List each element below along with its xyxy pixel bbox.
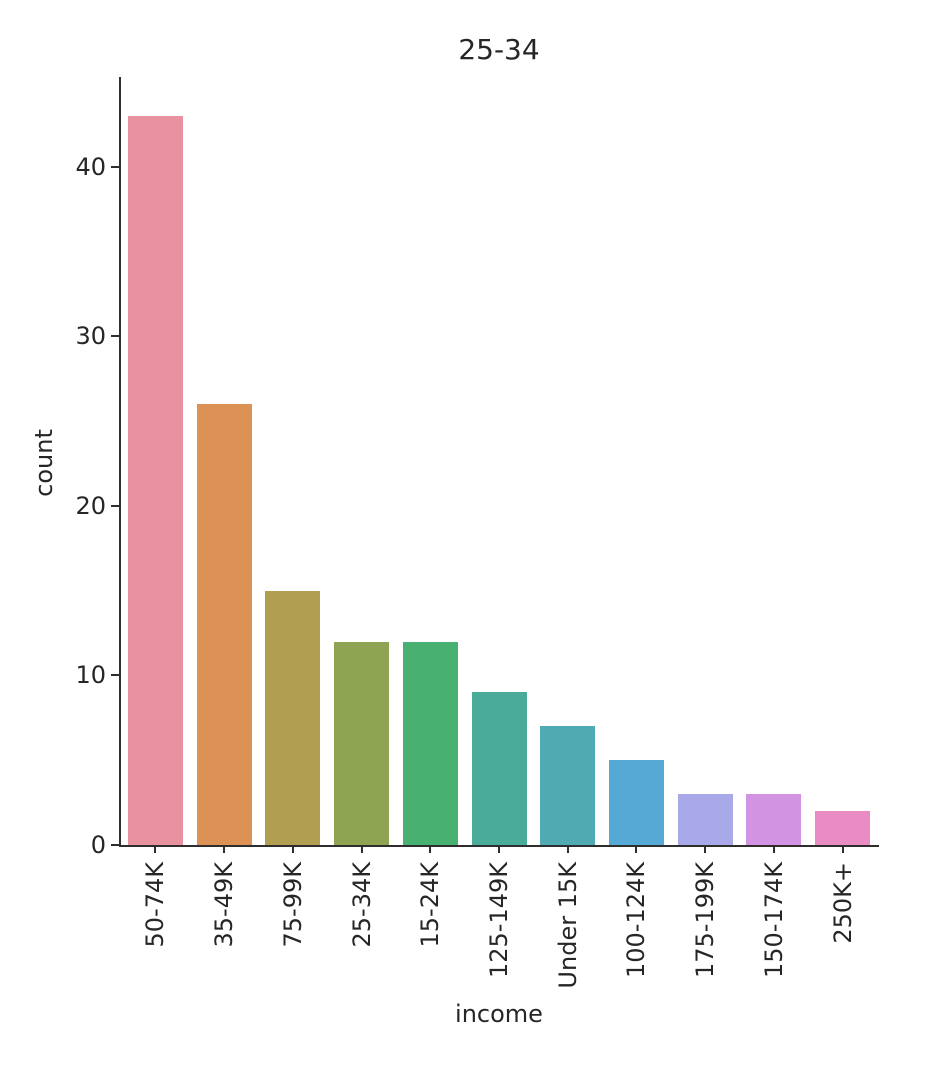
chart-title: 25-34 <box>458 33 540 66</box>
bar-under-15k <box>540 726 596 845</box>
y-axis-line <box>119 77 121 847</box>
bar-75-99k <box>265 590 321 845</box>
y-tick-40 <box>111 165 119 168</box>
bar-100-124k <box>608 760 664 845</box>
x-tick-label-250k: 250K+ <box>828 862 857 944</box>
x-axis-label: income <box>455 1000 543 1028</box>
bar-150-174k <box>746 794 802 845</box>
x-tick-150-174k <box>772 845 775 853</box>
x-tick-125-149k <box>498 845 500 853</box>
x-tick-label-15-24k: 15-24K <box>416 862 445 948</box>
bar-15-24k <box>402 641 458 845</box>
bar-25-34k <box>334 641 390 845</box>
x-tick-label-150-174k: 150-174K <box>759 862 788 979</box>
x-tick-75-99k <box>291 845 294 853</box>
x-tick-label-100-124k: 100-124K <box>622 862 651 979</box>
x-tick-250k <box>841 845 844 853</box>
x-tick-label-125-149k: 125-149K <box>485 862 513 979</box>
x-tick-label-25-34k: 25-34K <box>347 862 376 948</box>
y-tick-label-40: 40 <box>75 152 106 181</box>
y-axis-label: count <box>30 429 58 497</box>
x-tick-label-50-74k: 50-74K <box>141 862 170 948</box>
bar-250k <box>815 811 871 845</box>
x-tick-50-74k <box>154 845 157 853</box>
x-tick-label-under-15k: Under 15K <box>553 862 582 989</box>
y-tick-label-20: 20 <box>75 491 106 520</box>
x-tick-35-49k <box>223 845 226 853</box>
y-tick-label-30: 30 <box>75 322 106 351</box>
y-tick-30 <box>111 335 119 338</box>
y-tick-0 <box>111 844 119 846</box>
x-tick-15-24k <box>429 845 432 853</box>
x-tick-100-124k <box>635 845 638 853</box>
y-tick-label-10: 10 <box>75 661 106 690</box>
y-tick-10 <box>111 674 119 677</box>
x-tick-175-199k <box>704 845 707 853</box>
bar-35-49k <box>196 404 252 845</box>
bar-50-74k <box>127 115 183 845</box>
x-tick-under-15k <box>566 845 569 853</box>
bar-175-199k <box>677 794 733 845</box>
x-tick-label-35-49k: 35-49K <box>210 862 239 948</box>
y-tick-label-0: 0 <box>90 831 106 859</box>
y-tick-20 <box>111 504 119 507</box>
bar-125-149k <box>471 692 527 845</box>
x-tick-label-175-199k: 175-199K <box>691 862 720 979</box>
x-tick-25-34k <box>360 845 363 853</box>
x-tick-label-75-99k: 75-99K <box>278 862 307 948</box>
